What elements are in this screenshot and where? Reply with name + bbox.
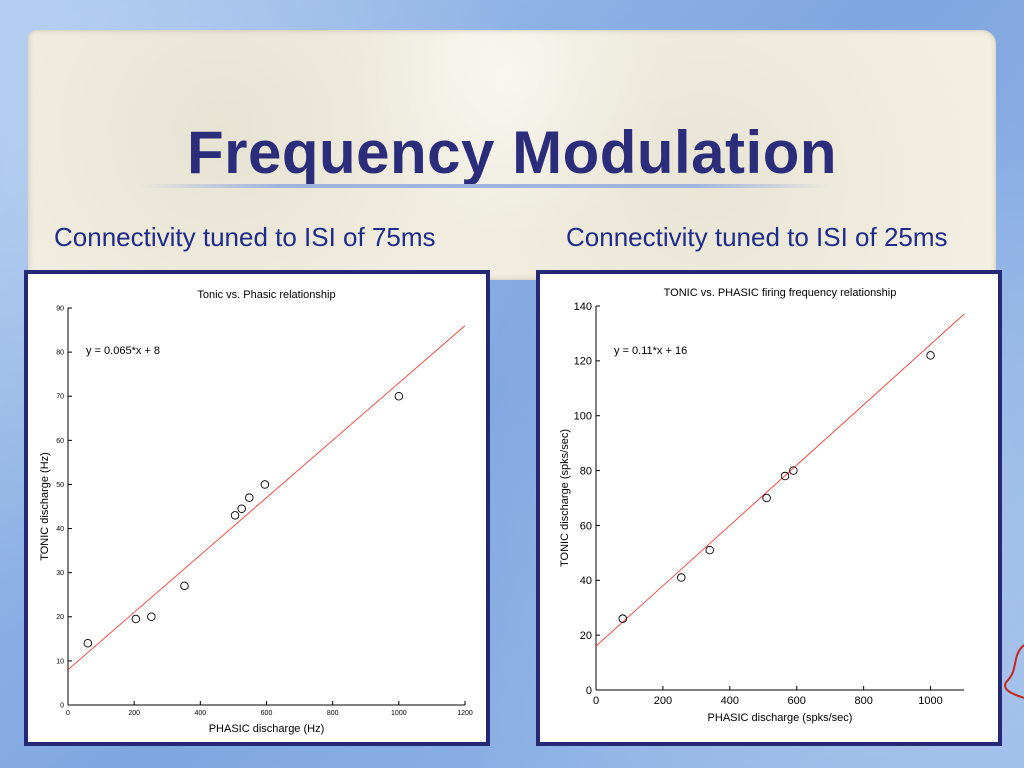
- data-point: [762, 493, 771, 503]
- y-axis-label: TONIC discharge (spks/sec): [559, 429, 571, 567]
- x-tick-label: 600: [261, 710, 273, 717]
- y-tick-label: 60: [56, 438, 64, 445]
- y-tick-label: 0: [586, 685, 592, 697]
- chart-panel-right: 0 200 400 600 800 1000 0 20 40 60 80 100 120 140 TONIC…: [536, 270, 1002, 746]
- x-tick-label: 800: [854, 695, 872, 707]
- fit-line: [596, 313, 964, 647]
- data-point: [131, 614, 141, 624]
- data-point: [237, 504, 246, 513]
- x-tick-label: 1000: [391, 710, 407, 717]
- x-tick-label: 200: [128, 710, 140, 717]
- y-tick-label: 50: [56, 482, 64, 489]
- fit-equation: y = 0.065*x + 8: [86, 345, 160, 357]
- chart-title: Tonic vs. Phasic relationship: [197, 289, 335, 301]
- x-axis-label: PHASIC discharge (Hz): [209, 723, 325, 735]
- data-point: [677, 573, 686, 582]
- data-point: [180, 581, 189, 591]
- x-tick-label: 0: [66, 710, 70, 717]
- paper-background: [28, 30, 996, 280]
- x-tick-label: 600: [788, 695, 806, 707]
- data-point: [147, 612, 156, 622]
- y-tick-label: 90: [56, 305, 64, 312]
- data-point: [230, 511, 240, 520]
- y-tick-label: 70: [56, 394, 64, 401]
- data-point: [780, 471, 790, 481]
- y-axis-label: TONIC discharge (Hz): [39, 452, 51, 561]
- data-point: [83, 638, 93, 648]
- x-tick-label: 0: [593, 695, 599, 707]
- data-point: [618, 614, 628, 623]
- y-tick-label: 80: [56, 350, 64, 357]
- chart-left: 0 200 400 600 800 1000 1200 0 10 20 30 40 50 60 70 80 90…: [39, 289, 473, 735]
- y-tick-label: 20: [56, 614, 64, 621]
- x-tick-label: 1000: [918, 695, 942, 707]
- subtitle-right: Connectivity tuned to ISI of 25ms: [566, 222, 948, 252]
- y-tick-label: 40: [580, 575, 592, 587]
- data-point: [789, 466, 798, 475]
- data-point: [394, 391, 404, 401]
- data-point: [245, 493, 254, 502]
- x-tick-label: 400: [721, 695, 739, 707]
- y-tick-label: 0: [60, 702, 64, 709]
- slide-title: Frequency Modulation: [186, 119, 838, 186]
- y-tick-label: 60: [580, 520, 592, 532]
- fit-equation: y = 0.11*x + 16: [614, 345, 687, 357]
- data-point: [705, 545, 714, 555]
- data-point: [260, 480, 270, 489]
- x-tick-label: 200: [654, 695, 672, 707]
- title-underline: [140, 184, 830, 188]
- x-tick-label: 1200: [457, 710, 473, 717]
- chart-title: TONIC vs. PHASIC firing frequency relati…: [664, 287, 897, 299]
- fit-line: [68, 325, 465, 671]
- chart-panel-left: 0 200 400 600 800 1000 1200 0 10 20 30 40 50 60 70 80 90…: [24, 270, 490, 746]
- chart-right: 0 200 400 600 800 1000 0 20 40 60 80 100 120 140 TONIC…: [559, 287, 964, 724]
- y-tick-label: 80: [580, 465, 592, 477]
- data-point: [926, 351, 935, 360]
- y-tick-label: 100: [574, 411, 592, 423]
- y-tick-label: 140: [574, 301, 592, 313]
- y-tick-label: 30: [56, 570, 64, 577]
- red-wire-decoration: [1004, 644, 1024, 699]
- subtitle-left: Connectivity tuned to ISI of 75ms: [54, 222, 436, 252]
- y-tick-label: 40: [56, 526, 64, 533]
- x-tick-label: 400: [194, 710, 206, 717]
- x-axis-label: PHASIC discharge (spks/sec): [708, 712, 853, 724]
- x-tick-label: 800: [327, 710, 339, 717]
- y-tick-label: 120: [574, 356, 592, 368]
- y-tick-label: 20: [580, 630, 592, 642]
- y-tick-label: 10: [56, 658, 64, 665]
